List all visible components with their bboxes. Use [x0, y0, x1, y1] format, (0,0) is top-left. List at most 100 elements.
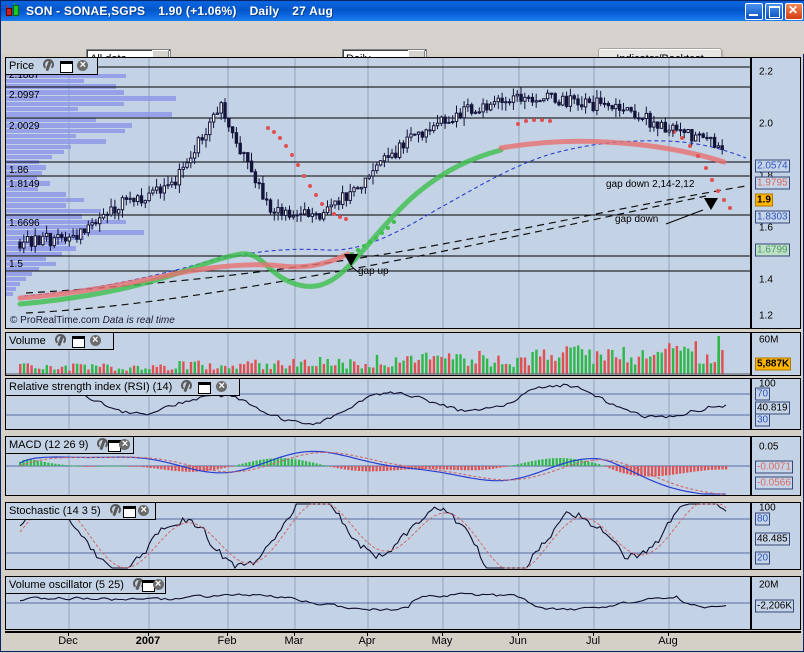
watermark: © ProRealTime.com Data is real time [10, 315, 175, 326]
date-tick [593, 631, 594, 636]
panel-title: Relative strength index (RSI) (14) [9, 381, 173, 393]
axis-value-ma: 1.9795 [755, 176, 790, 190]
close-icon[interactable] [117, 438, 130, 452]
maximize-button[interactable] [765, 3, 783, 20]
date-tick [227, 631, 228, 636]
stochastic-axis: 100 80 48.485 20 [750, 503, 800, 569]
window-icon[interactable] [140, 578, 157, 592]
axis-tick: 1.4 [759, 274, 773, 286]
date-label: Jul [585, 635, 601, 647]
date-tick [442, 631, 443, 636]
price-plot[interactable]: 2.1887 2.0997 2.0029 1.86 1.8149 1.6696 … [6, 58, 750, 328]
panel-macd: 0.05 -0.0071 -0.0566 MACD (12 26 9) [5, 436, 801, 496]
axis-tick: 2.0 [759, 118, 773, 130]
wrench-icon[interactable] [52, 334, 67, 348]
panel-header-stochastic[interactable]: Stochastic (14 3 5) [6, 503, 156, 520]
date-label: 2007 [135, 635, 161, 647]
date-tick [68, 631, 69, 636]
close-icon[interactable] [75, 59, 90, 73]
annotation-gap-down: gap down [615, 214, 659, 225]
window-icon[interactable] [196, 380, 212, 394]
date-tick [518, 631, 519, 636]
date-tick [294, 631, 295, 636]
price-level-label: 1.8149 [9, 179, 40, 190]
axis-tick: 20M [759, 579, 779, 591]
window-controls: ✕ [745, 3, 803, 20]
date-tick [367, 631, 368, 636]
close-icon[interactable] [88, 334, 103, 348]
panel-title: Volume [9, 335, 46, 347]
wrench-icon[interactable] [94, 438, 108, 452]
close-icon[interactable] [136, 504, 149, 518]
price-level-label: 1.6696 [9, 218, 40, 229]
wrench-icon[interactable] [40, 59, 55, 73]
price-level-label: 1.5 [9, 259, 23, 270]
watermark-note: Data is real time [102, 315, 175, 326]
title-price: 1.90 (+1.06%) [158, 4, 237, 18]
date-label: Aug [658, 635, 678, 647]
axis-tick: 2.2 [759, 66, 773, 78]
panel-title: Stochastic (14 3 5) [9, 505, 101, 517]
wrench-icon[interactable] [107, 504, 121, 518]
axis-value-last-stoch: 48.485 [755, 532, 790, 546]
rsi-plot[interactable] [6, 379, 750, 429]
panel-volume-oscillator: 20M -2,206K Volume oscillator (5 25) [5, 576, 801, 630]
axis-value-signal: -0.0566 [755, 476, 793, 490]
panel-header-macd[interactable]: MACD (12 26 9) [6, 437, 134, 454]
window-icon[interactable] [121, 504, 137, 518]
volume-oscillator-axis: 20M -2,206K [750, 577, 800, 629]
panel-price: 2.1887 2.0997 2.0029 1.86 1.8149 1.6696 … [5, 57, 801, 329]
volume-chart-svg [6, 333, 750, 375]
axis-value-support2: 1.8303 [755, 210, 790, 224]
title-symbol: SON - SONAE,SGPS [26, 4, 146, 18]
toolbar: All data Daily Indicator/Backtest [1, 21, 804, 69]
axis-value-support: 2.0574 [755, 159, 790, 173]
price-level-label: 2.1887 [9, 70, 40, 81]
minimize-button[interactable] [745, 3, 763, 20]
wrench-icon[interactable] [178, 380, 193, 394]
axis-value-last-rsi: 40.819 [755, 401, 790, 415]
close-icon: ✕ [787, 3, 799, 17]
axis-tick: 0.05 [759, 441, 779, 453]
axis-tick: 60M [759, 334, 779, 346]
volume-axis: 60M 5,887K [750, 333, 800, 375]
date-label: Mar [284, 635, 304, 647]
annotation-gap-up: gap up [358, 266, 389, 277]
axis-value-ma2: 1.6799 [755, 243, 790, 257]
close-icon[interactable] [151, 578, 165, 592]
window-icon[interactable] [70, 334, 85, 348]
volume-oscillator-plot[interactable] [6, 577, 750, 629]
panel-title: Volume oscillator (5 25) [9, 579, 124, 591]
panel-header-rsi[interactable]: Relative strength index (RSI) (14) [6, 379, 240, 396]
wrench-icon[interactable] [130, 578, 145, 592]
axis-band-lower: 30 [755, 413, 771, 427]
date-tick [668, 631, 669, 636]
window-icon[interactable] [58, 59, 73, 73]
close-button[interactable]: ✕ [785, 3, 803, 20]
axis-value-last-volume: 5,887K [755, 357, 792, 371]
panel-header-volume-oscillator[interactable]: Volume oscillator (5 25) [6, 577, 166, 594]
panel-header-price[interactable]: Price [6, 58, 98, 75]
panel-title: Price [9, 60, 35, 72]
window-title: SON - SONAE,SGPS 1.90 (+1.06%) Daily 27 Aug [26, 4, 346, 18]
panel-volume: 60M 5,887K Volume [5, 332, 801, 376]
title-date: 27 Aug [292, 4, 334, 18]
axis-tick: 1.2 [759, 310, 773, 322]
price-level-label: 1.86 [9, 165, 29, 176]
watermark-brand: © ProRealTime.com [10, 315, 100, 326]
date-axis: Dec 2007 Feb Mar Apr May Jun Jul Aug [5, 631, 801, 653]
date-tick [148, 631, 149, 636]
date-label: Jun [509, 635, 527, 647]
price-axis: 2.2 2.0 1.8 1.6 1.4 1.2 2.0574 1.9795 1.… [750, 58, 800, 328]
date-label: May [431, 635, 453, 647]
panel-header-volume[interactable]: Volume [6, 333, 114, 350]
macd-axis: 0.05 -0.0071 -0.0566 [750, 437, 800, 495]
axis-value-last: 1.9 [755, 193, 773, 207]
axis-band-upper: 70 [755, 387, 771, 401]
close-icon[interactable] [214, 380, 229, 394]
axis-tick: 1.6 [759, 222, 773, 234]
window-icon[interactable] [106, 438, 121, 452]
price-level-label: 2.0997 [9, 90, 40, 101]
volume-plot[interactable] [6, 333, 750, 375]
